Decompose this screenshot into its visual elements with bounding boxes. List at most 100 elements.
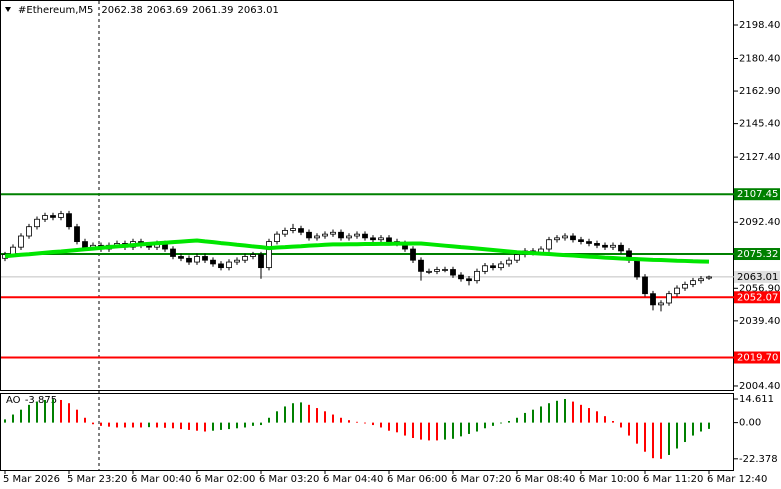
candle-body (458, 274, 464, 280)
candle-body (170, 248, 176, 257)
candle-body (514, 254, 520, 261)
y-tick-label: 2198.40 (739, 20, 780, 31)
candle-body (418, 259, 424, 272)
ao-bar (420, 422, 422, 440)
candle-body (594, 243, 600, 246)
ao-bar (500, 422, 502, 424)
ao-bar (220, 422, 222, 430)
ao-tick-label: 0.00 (739, 418, 761, 429)
ao-bar (236, 422, 238, 429)
ao-bar (492, 422, 494, 426)
candle-body (338, 231, 344, 239)
menu-icon[interactable] (5, 7, 11, 12)
candle-body (274, 233, 280, 242)
y-tick-label: 2127.40 (739, 152, 780, 163)
candle-body (362, 233, 368, 239)
y-tick-label: 2039.40 (739, 316, 780, 327)
x-tick-label: 6 Mar 00:40 (131, 474, 191, 485)
ao-bar (12, 414, 14, 423)
candle-body (506, 259, 512, 265)
candle-body (426, 270, 432, 273)
candle-body (570, 235, 576, 241)
candle-body (378, 237, 384, 241)
x-tick-label: 6 Mar 10:00 (579, 474, 639, 485)
candle-body (466, 278, 472, 282)
ao-bar (164, 422, 166, 428)
ao-bar (244, 422, 246, 428)
x-tick-label: 6 Mar 04:40 (323, 474, 383, 485)
ao-bar (380, 422, 382, 428)
ao-bar (684, 422, 686, 443)
ao-bar (428, 422, 430, 441)
candle-body (666, 293, 672, 304)
candle-body (74, 226, 80, 242)
y-tick-label: 2180.40 (739, 53, 780, 64)
ao-bar (180, 422, 182, 430)
candle-body (562, 235, 568, 239)
ao-bar (196, 422, 198, 431)
candle-body (386, 237, 392, 242)
candle-body (226, 261, 232, 269)
candle-body (698, 278, 704, 282)
ao-bar (564, 398, 566, 423)
candle-body (234, 259, 240, 263)
ao-bar (156, 422, 158, 428)
ao-bar (20, 409, 22, 423)
candle-body (346, 235, 352, 239)
ao-bar (188, 422, 190, 430)
y-tick-label: 2145.40 (739, 119, 780, 130)
ao-tick-label: -22.378 (739, 454, 778, 465)
ao-bar (436, 422, 438, 441)
moving-average (4, 238, 710, 264)
ao-bar (708, 422, 710, 429)
candle-body (546, 239, 552, 250)
level-label-box (734, 248, 780, 261)
candle-body (314, 235, 320, 239)
candle-body (194, 256, 200, 263)
ao-header: AO -3.875 (6, 395, 57, 406)
ao-bar (660, 422, 662, 459)
candle-body (354, 233, 360, 237)
ao-bar (580, 404, 582, 423)
ao-bar (108, 422, 110, 427)
ao-bar (60, 399, 62, 423)
candle-body (42, 215, 48, 220)
candle-body (482, 265, 488, 272)
candle-body (410, 248, 416, 261)
ao-tick-label: 14.611 (739, 394, 774, 405)
ao-bar (116, 422, 118, 428)
candle-body (578, 239, 584, 242)
candle-body (210, 259, 216, 265)
candle-body (178, 256, 184, 259)
candle-body (202, 256, 208, 261)
ao-bar (332, 414, 334, 423)
x-tick-label: 6 Mar 07:20 (451, 474, 511, 485)
ao-bar (44, 399, 46, 423)
ao-bar (340, 417, 342, 423)
ao-bar (92, 422, 94, 425)
ao-bar (460, 422, 462, 437)
ao-bar (356, 421, 358, 423)
candle-body (18, 235, 24, 248)
ao-bar (548, 403, 550, 423)
ao-bar (140, 422, 142, 428)
ao-bar (36, 401, 38, 423)
ao-bar (260, 422, 262, 426)
ao-bar (84, 417, 86, 423)
candle-body (26, 226, 32, 237)
x-tick-label: 5 Mar 2026 (3, 474, 60, 485)
ao-bar (284, 406, 286, 423)
ao-bar (524, 412, 526, 423)
ao-bar (252, 422, 254, 426)
candle-body (642, 276, 648, 295)
y-tick-label: 2162.90 (739, 86, 780, 97)
ao-bar (628, 422, 630, 436)
candle-body (186, 257, 192, 263)
ao-bar (388, 422, 390, 431)
ao-bar (292, 403, 294, 423)
candle-body (242, 256, 248, 261)
candle-body (474, 270, 480, 282)
candle-body (602, 244, 608, 248)
ao-bar (620, 422, 622, 428)
ao-bar (516, 417, 518, 423)
